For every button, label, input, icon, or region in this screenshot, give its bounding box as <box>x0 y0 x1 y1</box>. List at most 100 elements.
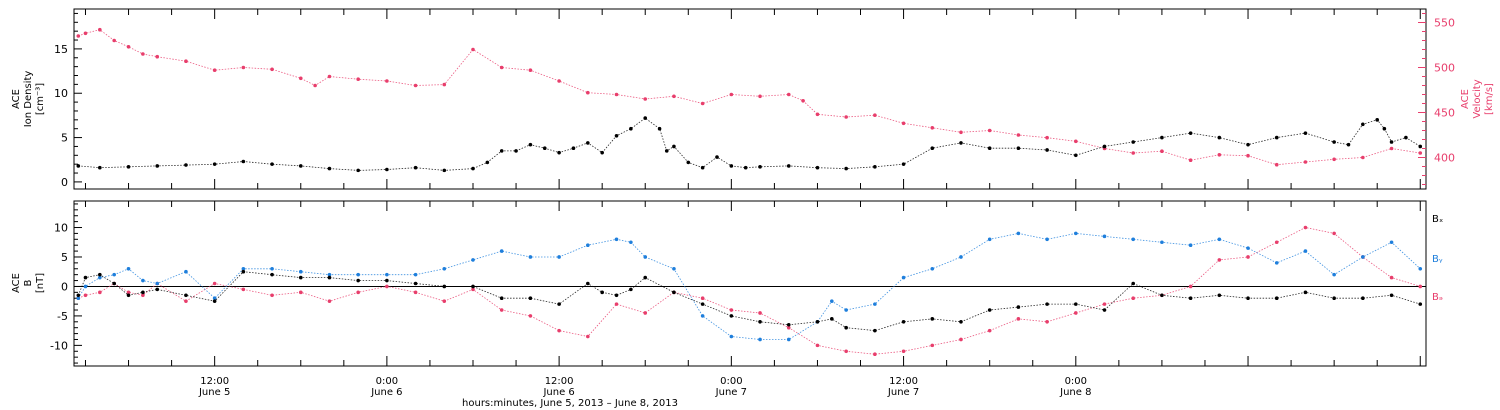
velocity-point <box>901 121 906 126</box>
top-panel-frame <box>73 8 1427 190</box>
bx-point <box>528 296 533 301</box>
by-point <box>1217 237 1222 242</box>
density-point <box>1131 140 1136 144</box>
b-axis-label-line3: [nT] <box>35 273 46 293</box>
time-tick-label: 12:00 <box>889 376 918 387</box>
density-tick-label: 5 <box>61 132 68 145</box>
velocity-point <box>586 90 590 95</box>
velocity-point <box>557 79 561 83</box>
bz-point <box>873 352 877 357</box>
velocity-point <box>126 45 131 49</box>
density-point <box>471 166 475 171</box>
legend-bx: Bₓ <box>1432 214 1443 225</box>
by-point <box>442 266 447 271</box>
bx-point <box>141 290 145 295</box>
bz-point <box>1246 255 1250 259</box>
b-tick-label: 5 <box>61 251 68 264</box>
bx-point <box>1274 296 1279 301</box>
velocity-point <box>1188 158 1193 162</box>
date-tick-label: June 7 <box>887 387 919 398</box>
density-point <box>930 146 935 151</box>
velocity-axis-label-line1: ACE <box>1460 89 1471 109</box>
panel-density-velocity: 0 5 10 15 400 450 500 550 ACE Ion Density [cm⁻… <box>11 8 1495 190</box>
top-data-points <box>76 27 1423 173</box>
by-point <box>1274 261 1279 265</box>
velocity-point <box>270 67 274 72</box>
density-point <box>1016 146 1021 151</box>
by-point <box>1074 231 1078 236</box>
date-tick-label: June 7 <box>715 387 747 398</box>
density-point <box>758 165 762 169</box>
bx-point <box>901 320 906 324</box>
legend: Bₓ Bᵧ Bₔ <box>1432 214 1443 303</box>
velocity-axis-label-line2: Velocity <box>1472 79 1483 118</box>
density-axis: 0 5 10 15 <box>54 12 82 189</box>
bz-point <box>959 337 963 342</box>
date-tick-label: June 6 <box>370 387 402 398</box>
bx-point <box>1102 308 1107 312</box>
velocity-tick-label: 450 <box>1434 107 1455 120</box>
time-tick-label: 12:00 <box>545 376 574 387</box>
by-point <box>1361 255 1365 259</box>
density-point <box>1217 135 1222 140</box>
by-point <box>1131 237 1136 242</box>
bx-point <box>600 290 604 295</box>
density-axis-label-line2: Ion Density <box>23 71 34 128</box>
by-point <box>930 266 935 271</box>
bx-point <box>327 275 332 280</box>
time-tick-label: 0:00 <box>1065 376 1087 387</box>
bz-point <box>987 328 992 333</box>
b-tick-label: -5 <box>57 310 68 323</box>
velocity-tick-label: 500 <box>1434 62 1455 75</box>
bottom-data-points <box>76 225 1423 357</box>
b-tick-label: 10 <box>54 222 68 235</box>
density-point <box>901 162 906 166</box>
bx-point <box>830 317 834 321</box>
velocity-point <box>212 68 217 72</box>
density-axis-label-line1: ACE <box>11 89 22 109</box>
bz-point <box>1045 320 1049 324</box>
velocity-point <box>987 128 992 133</box>
velocity-tick-label: 550 <box>1434 17 1455 30</box>
bx-point <box>270 272 274 277</box>
velocity-point-trace <box>78 29 1421 166</box>
velocity-point <box>1361 155 1365 160</box>
bz-point <box>270 293 274 298</box>
panel-magnetic-field: -10 -5 0 5 10 ACE B [nT] Bₓ Bᵧ Bₔ <box>11 200 1443 367</box>
velocity-axis: 400 450 500 550 <box>1418 13 1455 185</box>
velocity-point <box>1160 149 1164 153</box>
density-point <box>815 165 820 170</box>
by-point <box>298 269 303 274</box>
b-axis-label-line2: B <box>23 279 34 286</box>
density-point <box>1102 144 1107 149</box>
velocity-point <box>1074 139 1078 144</box>
bx-point <box>1016 305 1021 309</box>
date-tick-label: June 6 <box>542 387 574 398</box>
by-point <box>959 255 963 259</box>
b-tick-label: 0 <box>61 280 68 293</box>
bottom-panel-frame <box>73 200 1427 367</box>
velocity-point <box>786 92 791 97</box>
velocity-point <box>298 76 303 81</box>
velocity-axis-label-line3: [km/s] <box>1484 83 1495 115</box>
date-tick-label: June 8 <box>1059 387 1091 398</box>
velocity-point <box>1389 146 1394 151</box>
bx-point <box>155 287 160 292</box>
bx-point <box>672 290 676 295</box>
by-point <box>1188 243 1193 247</box>
density-point <box>1188 131 1193 135</box>
bz-point <box>1102 302 1107 306</box>
velocity-point <box>413 83 418 88</box>
by-point <box>1045 237 1049 242</box>
velocity-point <box>729 92 734 97</box>
time-tick-label: 0:00 <box>720 376 742 387</box>
density-point <box>873 165 877 169</box>
bx-point <box>1188 296 1193 301</box>
bx-point <box>729 314 734 318</box>
date-tick-label: June 5 <box>198 387 230 398</box>
density-point <box>514 149 518 153</box>
bz-point-trace <box>78 227 1421 355</box>
b-axis-label-line1: ACE <box>11 273 22 293</box>
density-point <box>126 165 131 169</box>
